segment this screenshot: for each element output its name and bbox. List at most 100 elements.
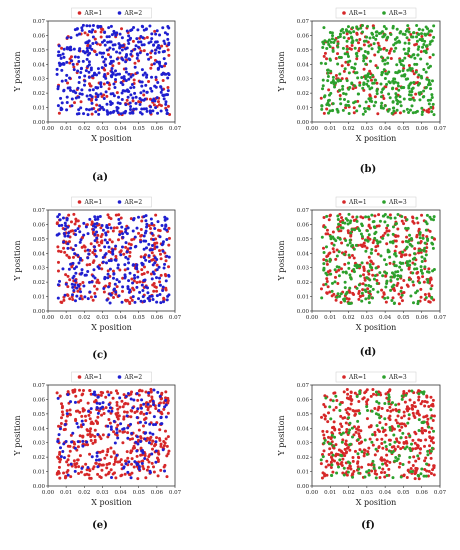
data-point-ar1 [140, 268, 144, 272]
data-point-ar2 [56, 215, 60, 219]
data-point-ar1 [344, 421, 348, 425]
data-point-ar1 [132, 78, 136, 82]
data-point-ar3 [367, 296, 371, 300]
data-point-ar3 [405, 36, 409, 40]
data-point-ar2 [153, 261, 157, 265]
data-point-ar3 [338, 294, 342, 298]
data-point-ar1 [323, 417, 327, 421]
data-point-ar2 [135, 71, 139, 75]
data-point-ar1 [158, 252, 162, 256]
data-point-ar2 [135, 263, 139, 267]
data-point-ar2 [71, 431, 75, 435]
data-point-ar1 [365, 246, 369, 250]
data-point-ar1 [150, 258, 154, 262]
data-point-ar2 [145, 225, 149, 229]
data-point-ar1 [417, 395, 421, 399]
data-point-ar1 [331, 247, 335, 251]
data-point-ar3 [384, 27, 388, 31]
data-point-ar3 [342, 473, 346, 477]
data-point-ar2 [97, 458, 101, 462]
data-point-ar1 [351, 459, 355, 463]
data-point-ar3 [389, 275, 393, 279]
data-point-ar2 [150, 244, 154, 248]
data-point-ar3 [337, 274, 341, 278]
data-point-ar2 [104, 252, 108, 256]
data-point-ar2 [86, 232, 90, 236]
data-point-ar3 [381, 35, 385, 39]
data-point-ar1 [386, 390, 390, 394]
data-point-ar3 [427, 29, 431, 33]
data-point-ar2 [100, 40, 104, 44]
data-point-ar2 [134, 44, 138, 48]
data-point-ar3 [383, 104, 387, 108]
data-point-ar3 [422, 474, 426, 478]
data-point-ar3 [362, 59, 366, 63]
data-point-ar3 [342, 98, 346, 102]
data-point-ar3 [412, 80, 416, 84]
scatter-panel-e: 0.00 0.01 0.02 0.03 0.04 0.05 0.06 0.070.000.01… [13, 371, 182, 531]
data-point-ar2 [83, 273, 87, 277]
data-point-ar3 [401, 59, 405, 63]
data-point-ar2 [121, 58, 125, 62]
data-point-ar1 [164, 437, 168, 441]
data-point-ar2 [133, 91, 137, 95]
data-point-ar3 [415, 35, 419, 39]
data-point-ar1 [407, 417, 411, 421]
data-point-ar3 [418, 81, 422, 85]
data-point-ar1 [105, 462, 109, 466]
data-point-ar1 [83, 414, 87, 418]
data-point-ar3 [402, 97, 406, 101]
data-point-ar3 [407, 47, 411, 51]
data-point-ar2 [131, 110, 135, 114]
data-point-ar2 [139, 40, 143, 44]
data-point-ar1 [357, 434, 361, 438]
data-point-ar2 [117, 222, 121, 226]
data-point-ar2 [138, 51, 142, 55]
data-point-ar3 [329, 91, 333, 95]
data-point-ar3 [346, 100, 350, 104]
data-point-ar2 [123, 263, 127, 267]
data-point-ar3 [344, 92, 348, 96]
x-tick-label: 0.05 [397, 490, 410, 496]
data-point-ar1 [63, 250, 67, 254]
data-point-ar1 [348, 255, 352, 259]
data-point-ar2 [87, 70, 91, 74]
data-point-ar2 [71, 248, 75, 252]
data-point-ar1 [91, 230, 95, 234]
data-point-ar3 [321, 40, 325, 44]
data-point-ar1 [361, 288, 365, 292]
data-point-ar2 [62, 55, 66, 59]
data-point-ar1 [116, 460, 120, 464]
data-point-ar1 [338, 220, 342, 224]
data-point-ar1 [88, 262, 92, 266]
data-point-ar2 [65, 36, 69, 40]
data-point-ar1 [357, 432, 361, 436]
data-point-ar2 [142, 247, 146, 251]
data-point-ar3 [336, 292, 340, 296]
data-point-ar3 [426, 280, 430, 284]
data-point-ar2 [164, 398, 168, 402]
data-point-ar2 [137, 40, 141, 44]
data-point-ar1 [375, 81, 379, 85]
data-point-ar2 [140, 449, 144, 453]
data-point-ar2 [82, 112, 86, 116]
legend-marker [117, 11, 122, 15]
data-point-ar1 [84, 443, 88, 447]
y-tick-label: 0.06 [33, 222, 46, 228]
y-tick-label: 0.06 [33, 397, 46, 403]
data-point-ar1 [335, 398, 339, 402]
y-tick-label: 0.07 [297, 19, 310, 25]
data-point-ar3 [364, 283, 368, 287]
data-point-ar1 [325, 279, 329, 283]
data-point-ar1 [84, 462, 88, 466]
data-point-ar1 [433, 237, 436, 241]
data-point-ar1 [407, 267, 411, 271]
data-point-ar2 [146, 402, 150, 406]
data-point-ar2 [67, 46, 71, 50]
data-point-ar1 [388, 388, 392, 392]
data-point-ar3 [394, 403, 398, 407]
data-point-ar3 [387, 92, 391, 96]
data-point-ar1 [113, 457, 117, 461]
data-point-ar2 [145, 90, 149, 94]
data-point-ar2 [77, 59, 81, 63]
